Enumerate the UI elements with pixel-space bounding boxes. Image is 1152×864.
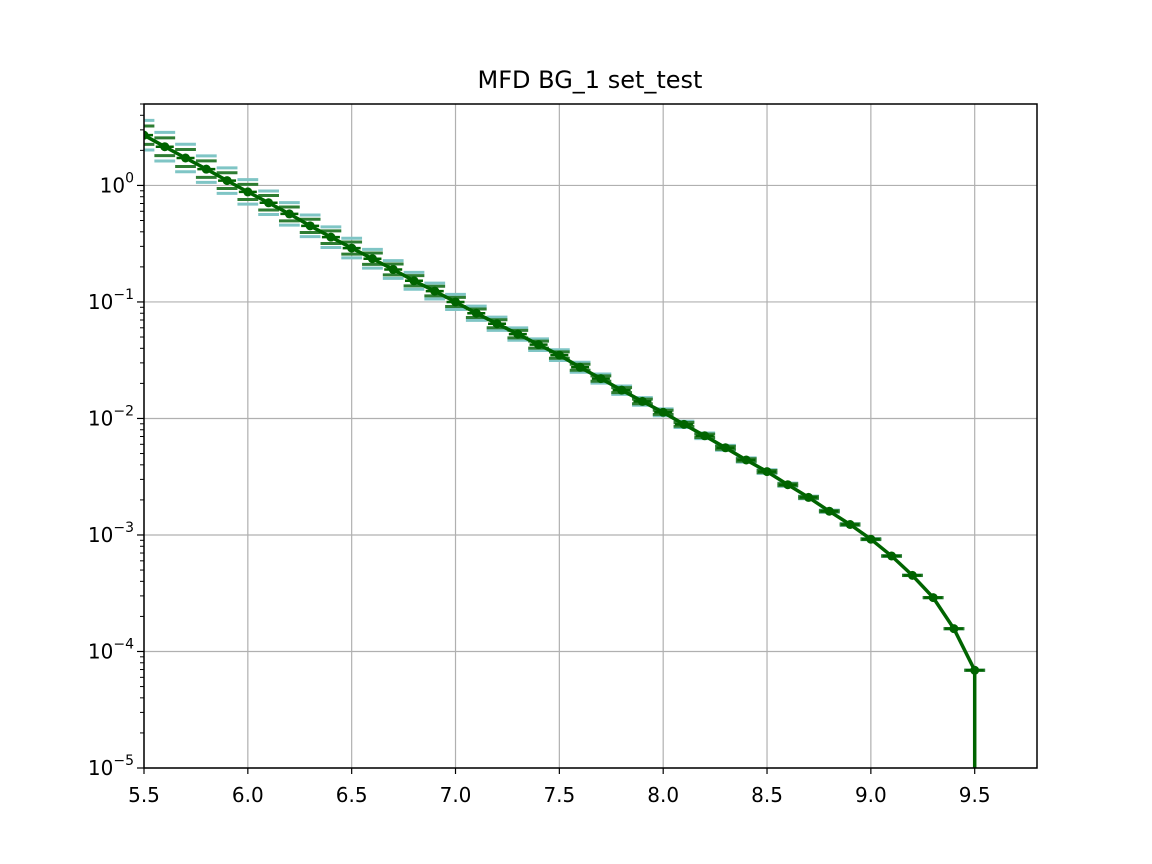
x-axis: 5.5 6.0 6.5 7.0 7.5 8.0 8.5 9.0 9.5 — [128, 768, 991, 807]
y-tick-label: 10−4 — [88, 636, 134, 663]
y-tick-label: 100 — [100, 170, 134, 197]
x-tick-label: 7.5 — [543, 783, 575, 807]
y-axis: 100 10−1 10−2 10−3 10−4 10−5 — [88, 103, 144, 780]
x-tick-label: 6.5 — [336, 783, 368, 807]
series-layer — [144, 130, 984, 768]
y-tick-label: 10−2 — [88, 403, 134, 430]
chart-title: MFD BG_1 set_test — [478, 66, 703, 94]
y-tick-label: 10−1 — [88, 287, 134, 314]
plot-frame — [143, 103, 1038, 769]
x-tick-label: 8.5 — [751, 783, 783, 807]
grid-lines — [143, 104, 1037, 769]
x-tick-label: 8.0 — [647, 783, 679, 807]
x-tick-label: 5.5 — [128, 783, 160, 807]
x-tick-label: 7.0 — [440, 783, 472, 807]
y-tick-label: 10−5 — [88, 753, 134, 780]
y-tick-label: 10−3 — [88, 520, 134, 547]
x-tick-label: 9.0 — [855, 783, 887, 807]
x-tick-label: 9.5 — [959, 783, 991, 807]
x-tick-label: 6.0 — [232, 783, 264, 807]
